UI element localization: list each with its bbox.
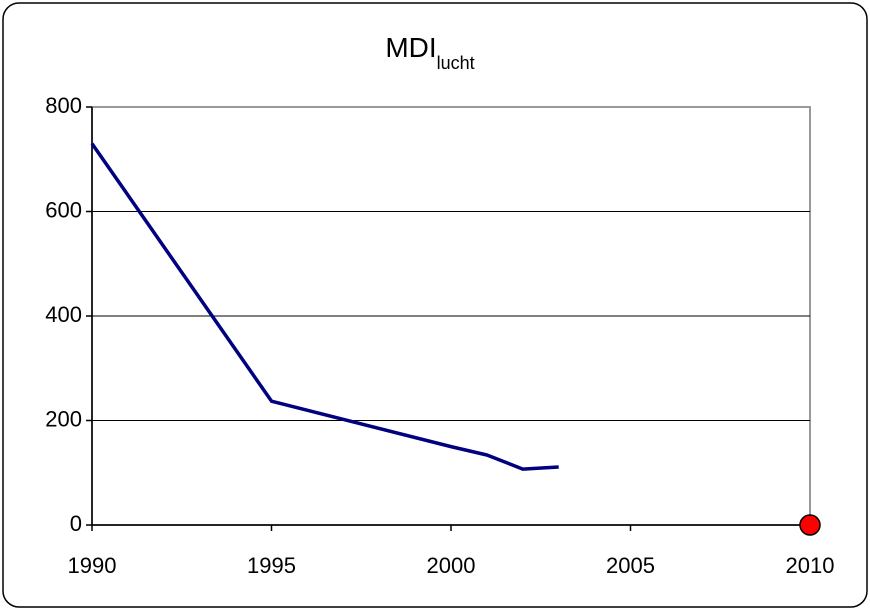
data-line xyxy=(90,142,559,471)
x-tick-label: 2000 xyxy=(427,553,476,578)
y-tick-label: 0 xyxy=(70,511,82,536)
x-tick-label: 2005 xyxy=(606,553,655,578)
y-tick-label: 200 xyxy=(45,406,82,431)
title-main: MDI xyxy=(385,32,436,63)
x-tick-label: 1995 xyxy=(247,553,296,578)
y-tick-label: 400 xyxy=(45,302,82,327)
x-tick-label: 1990 xyxy=(68,553,117,578)
x-tick-label: 2010 xyxy=(786,553,835,578)
y-tick-label: 600 xyxy=(45,197,82,222)
chart-title: MDIlucht xyxy=(385,32,474,72)
marker xyxy=(799,514,821,536)
title-subscript: lucht xyxy=(437,53,475,73)
y-tick-label: 800 xyxy=(45,93,82,118)
